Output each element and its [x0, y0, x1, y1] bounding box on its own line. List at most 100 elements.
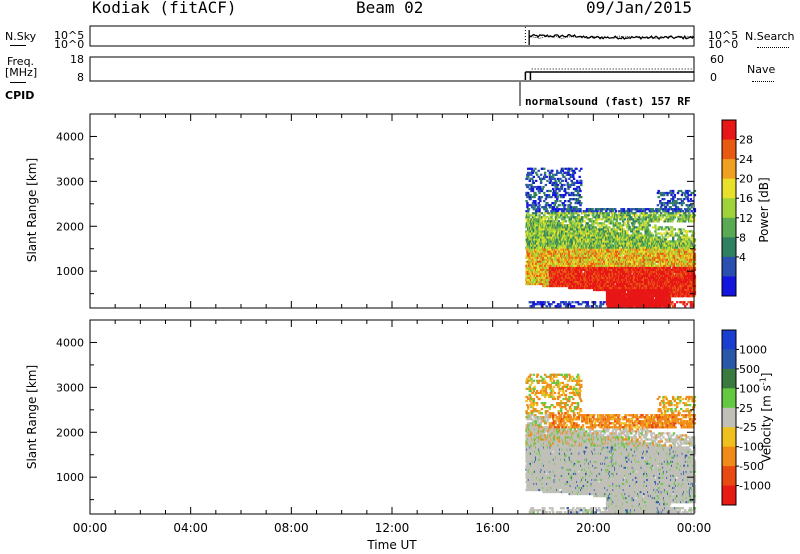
heat-cell	[630, 216, 633, 219]
heat-cell	[569, 248, 573, 251]
heat-cell	[543, 167, 546, 170]
heat-cell	[612, 226, 615, 229]
heat-cell	[570, 183, 573, 187]
heat-cell	[561, 254, 564, 257]
heat-cell	[625, 216, 628, 219]
heat-cell	[577, 216, 581, 219]
heat-cell	[608, 272, 611, 275]
heat-cell	[528, 218, 531, 221]
heat-cell	[564, 252, 568, 255]
heat-cell	[552, 256, 556, 259]
heat-cell	[612, 240, 615, 243]
heat-cell	[616, 216, 619, 219]
heat-cell	[583, 220, 586, 223]
heat-cell	[610, 288, 614, 292]
heat-cell	[554, 220, 557, 223]
heat-cell	[538, 212, 541, 215]
heat-cell	[528, 272, 531, 275]
heat-cell	[541, 234, 544, 237]
heat-cell	[534, 202, 537, 205]
nsearch-label: N.Search	[745, 30, 795, 43]
heat-cell	[595, 214, 598, 217]
heat-cell	[624, 278, 627, 281]
heat-cell	[623, 268, 626, 271]
heat-cell	[555, 234, 558, 237]
heat-cell	[530, 189, 533, 193]
heat-cell	[612, 208, 615, 211]
heat-cell	[529, 167, 532, 170]
heat-cell	[582, 264, 585, 267]
heat-cell	[596, 270, 599, 273]
heat-cell	[536, 266, 540, 269]
heat-cell	[586, 284, 589, 288]
heat-cell	[556, 187, 559, 191]
heat-cell	[552, 175, 555, 178]
heat-cell	[569, 208, 573, 211]
heat-cell	[567, 185, 570, 189]
heat-cell	[580, 167, 583, 170]
heat-cell	[552, 252, 556, 255]
heat-cell	[540, 218, 544, 221]
heat-cell	[531, 276, 535, 279]
heat-cell	[634, 242, 637, 245]
heat-cell	[539, 282, 543, 286]
heat-cell	[613, 224, 616, 227]
heat-cell	[569, 222, 573, 225]
heat-cell	[567, 256, 570, 259]
heat-cell	[526, 218, 529, 221]
heat-cell	[560, 240, 563, 243]
heat-cell	[553, 177, 556, 180]
heat-cell	[553, 230, 556, 233]
heat-cell	[552, 242, 556, 245]
heat-cell	[627, 224, 631, 227]
heat-cell	[635, 232, 639, 235]
heat-cell	[620, 293, 623, 296]
nave-label: Nave	[747, 63, 776, 76]
heat-cell	[630, 230, 634, 233]
heat-cell	[588, 250, 591, 253]
heat-cell	[631, 234, 635, 237]
heat-cell	[537, 206, 540, 209]
heat-cell	[571, 169, 574, 172]
heat-cell	[618, 212, 621, 215]
heat-cell	[638, 299, 641, 302]
heat-cell	[597, 254, 601, 257]
heat-cell	[589, 220, 592, 223]
heat-cell	[547, 228, 550, 231]
heat-cell	[578, 220, 581, 223]
heat-cell	[622, 228, 626, 231]
heat-cell	[626, 222, 630, 225]
heat-cell	[568, 236, 571, 239]
heat-cell	[598, 258, 602, 261]
heat-cell	[593, 288, 596, 292]
heat-cell	[605, 278, 608, 281]
heat-cell	[619, 230, 622, 233]
heat-cell	[559, 177, 562, 180]
heat-cell	[535, 204, 538, 207]
heat-cell	[537, 264, 540, 267]
heat-cell	[594, 210, 597, 213]
heat-cell	[599, 226, 602, 229]
heat-cell	[557, 305, 560, 308]
heat-cell	[544, 183, 548, 187]
heat-cell	[612, 260, 615, 263]
heat-cell	[577, 202, 581, 205]
heat-cell	[553, 210, 556, 213]
heat-cell	[606, 250, 610, 253]
heat-cell	[608, 246, 611, 249]
heat-cell	[593, 248, 596, 251]
heat-cell	[573, 171, 577, 174]
heat-cell	[579, 252, 582, 255]
heat-cell	[588, 264, 591, 267]
heat-cell	[614, 228, 618, 231]
heat-cell	[552, 222, 556, 225]
heat-cell	[587, 240, 590, 243]
heat-cell	[587, 228, 590, 231]
heat-cell	[631, 260, 635, 263]
heat-cell	[560, 171, 563, 174]
heat-cell	[578, 169, 581, 172]
heat-cell	[532, 278, 535, 281]
heat-cell	[534, 200, 537, 203]
heat-cell	[603, 212, 606, 215]
heat-cell	[535, 208, 539, 211]
